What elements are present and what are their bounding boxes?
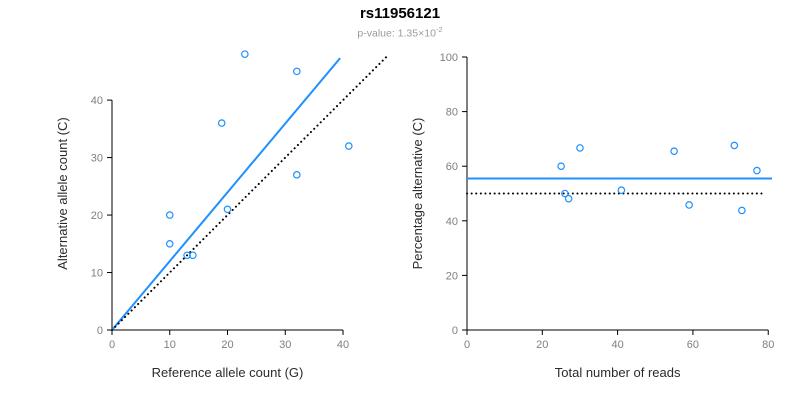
y-tick-label: 20	[446, 270, 458, 282]
identity-line	[111, 56, 388, 331]
y-tick-label: 10	[91, 268, 103, 280]
data-point	[753, 166, 761, 175]
data-point	[165, 239, 174, 248]
data-point	[738, 206, 746, 215]
x-tick-label: 10	[164, 339, 176, 351]
allele-count-scatter-plot: 0 10 20 30 40 0 10 20 30 40 Reference allele count…	[55, 50, 388, 380]
p-value-text: p-value: 1.35×10	[357, 27, 436, 40]
regression-line	[111, 57, 341, 331]
x-tick-label: 40	[337, 339, 349, 351]
y-tick-label: 20	[91, 210, 103, 222]
x-tick-label: 20	[221, 339, 233, 351]
data-point	[344, 142, 353, 150]
x-tick-label: 30	[279, 339, 291, 351]
data-point	[183, 251, 191, 260]
y-tick-label: 60	[446, 161, 458, 173]
data-point	[685, 201, 693, 209]
x-tick-label: 0	[464, 339, 470, 351]
data-point	[730, 141, 739, 150]
y-tick-label: 40	[446, 216, 458, 228]
y-tick-label: 40	[91, 95, 103, 107]
data-point	[293, 171, 301, 179]
y-axis-title: Percentage alternative (C)	[410, 118, 425, 270]
x-axis-title: Total number of reads	[555, 365, 681, 380]
x-tick-label: 60	[687, 339, 699, 351]
y-tick-label: 0	[97, 325, 103, 337]
data-point	[189, 251, 197, 260]
data-point	[223, 205, 232, 214]
y-tick-label: 30	[91, 153, 103, 165]
data-point	[241, 50, 249, 58]
y-axis-title: Alternative allele count (C)	[55, 117, 70, 269]
p-value-exponent: -2	[435, 25, 443, 34]
percentage-alternative-scatter-plot: 0 20 40 60 80 0 20 40 60 80 100 Total number of rea…	[410, 52, 774, 380]
data-point	[561, 189, 569, 198]
data-point	[293, 67, 301, 76]
y-tick-label: 100	[440, 52, 458, 64]
x-axis-title: Reference allele count (G)	[152, 365, 304, 380]
x-tick-label: 20	[536, 339, 548, 351]
data-point	[576, 144, 584, 152]
data-point	[217, 119, 226, 127]
data-point	[165, 211, 174, 219]
y-tick-label: 80	[446, 107, 458, 119]
figure-title: rs11956121	[359, 5, 441, 22]
data-point	[670, 147, 678, 155]
data-point	[564, 194, 573, 203]
data-point	[617, 186, 626, 195]
figure-subtitle: p-value: 1.35×10-2	[0, 25, 800, 40]
data-point	[557, 162, 565, 171]
x-tick-label: 0	[109, 339, 115, 351]
x-tick-label: 40	[611, 339, 623, 351]
x-tick-label: 80	[762, 339, 774, 351]
y-tick-label: 0	[452, 325, 458, 337]
